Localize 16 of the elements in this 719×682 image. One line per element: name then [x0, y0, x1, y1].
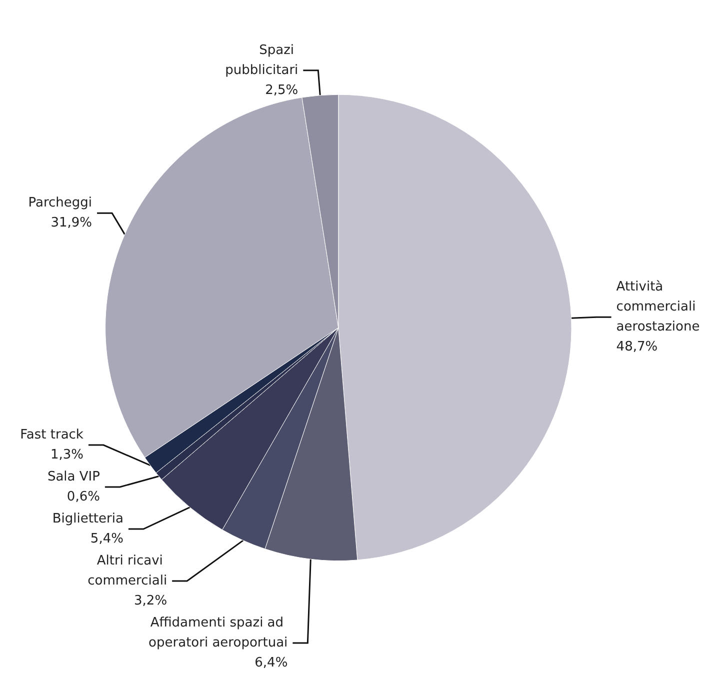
- slice-label: Sala VIP: [47, 470, 100, 484]
- slice-label: Fast track: [20, 428, 84, 442]
- slice-label: Biglietteria: [52, 512, 124, 526]
- data-label: 1,3%: [50, 448, 84, 462]
- data-label: 6,4%: [254, 656, 288, 670]
- slice-label: Spazi pubblicitari: [225, 42, 298, 78]
- slice-label: Attività commerciali aerostazione: [616, 280, 700, 335]
- slice-label: Affidamenti spazi ad operatori aeroportuai: [148, 616, 288, 650]
- data-label: 2,5%: [265, 82, 298, 98]
- data-label: 0,6%: [66, 490, 100, 504]
- data-label: 5,4%: [90, 532, 124, 546]
- data-label: 3,2%: [134, 594, 168, 608]
- data-label: 48,7%: [616, 340, 658, 355]
- slice-label: Parcheggi: [28, 196, 92, 211]
- data-label: 31,9%: [50, 216, 92, 231]
- slice-label: Altri ricavi commerciali: [88, 554, 168, 588]
